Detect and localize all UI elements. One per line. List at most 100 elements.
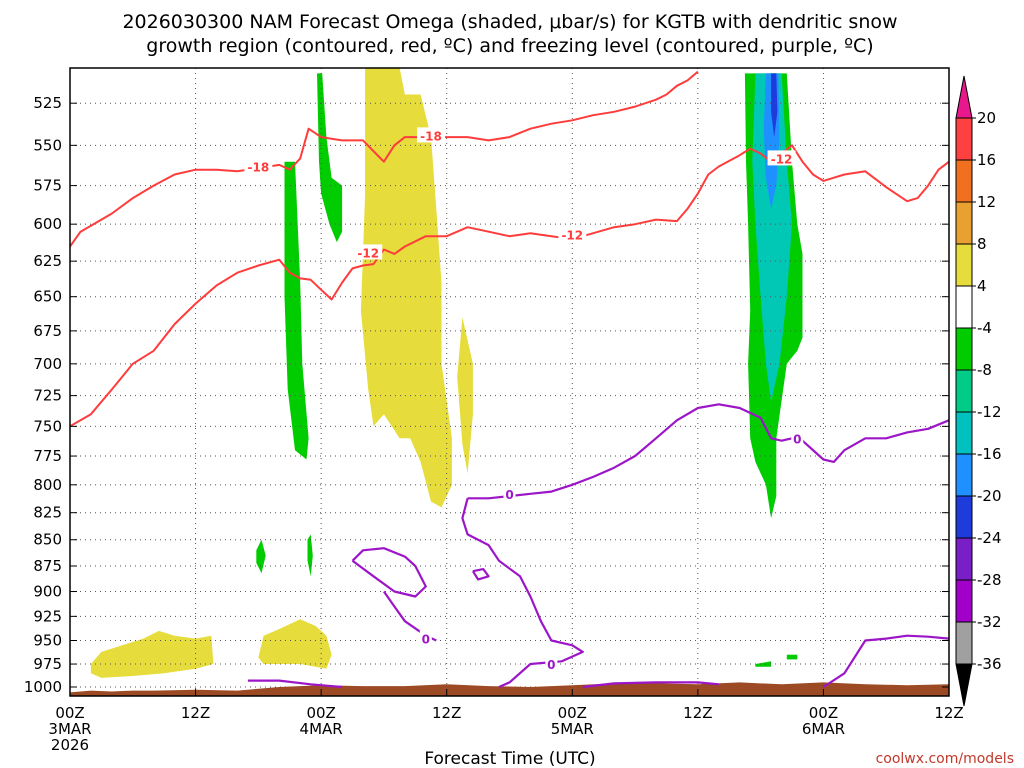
freezing-label-3: 0: [793, 432, 801, 446]
dgz-label-1: -18: [420, 129, 442, 143]
dgz-label-0-bg: [244, 158, 273, 174]
y-tick-label-875: 875: [33, 557, 62, 575]
y-tick-label-550: 550: [33, 136, 62, 154]
dgz-label-4-bg: [767, 150, 796, 166]
colorbar-label-10: -24: [977, 529, 1002, 547]
colorbar-label-5: -4: [977, 319, 992, 337]
y-tick-label-525: 525: [33, 94, 62, 112]
colorbar-label-8: -16: [977, 445, 1002, 463]
y-tick-label-600: 600: [33, 215, 62, 233]
y-tick-label-725: 725: [33, 387, 62, 405]
colorbar-band-2: [955, 159, 973, 203]
y-tick-label-975: 975: [33, 655, 62, 673]
colorbar-label-4: 4: [977, 277, 987, 295]
dgz-label-1-bg: [417, 127, 446, 143]
x-tick-label-36-0: 12Z: [432, 704, 461, 722]
dgz-label-3-bg: [558, 226, 587, 242]
omega-region-green-7: [307, 534, 313, 577]
x-tick-label-60-0: 12Z: [683, 704, 712, 722]
x-tick-label-12-0: 12Z: [181, 704, 210, 722]
freezing-label-0: 0: [505, 488, 513, 502]
colorbar-band-10: [955, 495, 973, 539]
colorbar-label-0: 20: [977, 109, 996, 127]
omega-region-green-1: [317, 73, 343, 243]
omega-region-green-14: [786, 654, 798, 660]
freezing-contour-5: [471, 567, 490, 581]
colorbar-band-9: [955, 453, 973, 497]
y-tick-label-900: 900: [33, 583, 62, 601]
colorbar-label-13: -36: [977, 655, 1002, 673]
omega-region-darkblue-12: [771, 73, 778, 138]
omega-region-yellow-2: [360, 68, 452, 508]
colorbar-band-8: [955, 411, 973, 455]
dgz-label-4: -12: [771, 152, 793, 166]
colorbar-label-6: -8: [977, 361, 992, 379]
plot-frame: [69, 67, 950, 697]
dgz-contour-18: [70, 70, 699, 248]
freezing-contour-7: [822, 634, 949, 688]
colorbar-label-12: -32: [977, 613, 1002, 631]
y-tick-label-800: 800: [33, 476, 62, 494]
y-tick-label-850: 850: [33, 531, 62, 549]
y-axis-ticks: 525 550 575 600 625 650 675 700 725 750 775 800 825 8…: [24, 94, 949, 696]
colorbar-band-4: [955, 243, 973, 287]
omega-region-green-6: [256, 539, 266, 574]
contour-labels: -18 -18 -12 -12 -12 0 0 0 0: [244, 127, 804, 672]
y-tick-label-675: 675: [33, 322, 62, 340]
colorbar-band-13: [955, 621, 973, 665]
y-tick-label-700: 700: [33, 355, 62, 373]
dgz-label-3: -12: [561, 229, 583, 243]
y-tick-label-625: 625: [33, 252, 62, 270]
dgz-label-2: -12: [357, 246, 379, 260]
colorbar-label-7: -12: [977, 403, 1002, 421]
colorbar: 20 16 12 8 4 -4 -8 -12 -16 -20 -24 -28 -32 -36: [955, 75, 1002, 707]
x-tick-label-48-0: 00Z: [558, 704, 587, 722]
omega-region-green-13: [755, 661, 772, 667]
dgz-label-2-bg: [354, 244, 383, 260]
y-tick-label-775: 775: [33, 447, 62, 465]
colorbar-label-2: 12: [977, 193, 996, 211]
terrain: [70, 682, 949, 696]
credit-text: coolwx.com/models: [876, 751, 1014, 767]
freezing-contour-2: [461, 498, 584, 689]
colorbar-band-5: [955, 285, 973, 329]
plot-area: -18 -18 -12 -12 -12 0 0 0 0: [70, 68, 949, 696]
y-tick-label-925: 925: [33, 607, 62, 625]
colorbar-band-0: [955, 75, 973, 119]
colorbar-band-11: [955, 537, 973, 581]
freezing-label-2-bg: [545, 656, 558, 672]
freezing-contour-6: [582, 681, 719, 689]
colorbar-band-6: [955, 327, 973, 371]
x-tick-label-84-0: 12Z: [934, 704, 963, 722]
omega-region-yellow-4: [90, 630, 214, 678]
x-tick-label-24-1: 4MAR: [300, 720, 343, 738]
colorbar-label-9: -20: [977, 487, 1002, 505]
colorbar-band-7: [955, 369, 973, 413]
omega-region-yellow-5: [258, 619, 332, 669]
freezing-label-1: 0: [422, 633, 430, 647]
omega-region-green-0: [284, 161, 309, 460]
x-tick-label-72-1: 6MAR: [802, 720, 845, 738]
x-tick-label-0-1: 3MAR: [48, 720, 91, 738]
freezing-contour-0: [247, 679, 343, 689]
freezing-contour-1: [467, 403, 949, 500]
dgz-label-0: -18: [248, 161, 270, 175]
colorbar-band-3: [955, 201, 973, 245]
x-tick-label-0-2: 2026: [51, 736, 89, 754]
colorbar-band-14: [955, 663, 973, 707]
colorbar-label-1: 16: [977, 151, 996, 169]
y-tick-label-575: 575: [33, 177, 62, 195]
freezing-label-3-bg: [791, 430, 804, 446]
x-axis-title: Forecast Time (UTC): [424, 749, 595, 768]
x-tick-label-0-0: 00Z: [55, 704, 84, 722]
freezing-level-contours: [247, 403, 949, 689]
y-tick-label-950: 950: [33, 632, 62, 650]
colorbar-label-11: -28: [977, 571, 1002, 589]
y-tick-label-1000: 1000: [24, 678, 62, 696]
freezing-label-0-bg: [503, 485, 516, 501]
colorbar-label-3: 8: [977, 235, 987, 253]
x-tick-label-72-0: 00Z: [809, 704, 838, 722]
y-tick-label-650: 650: [33, 288, 62, 306]
